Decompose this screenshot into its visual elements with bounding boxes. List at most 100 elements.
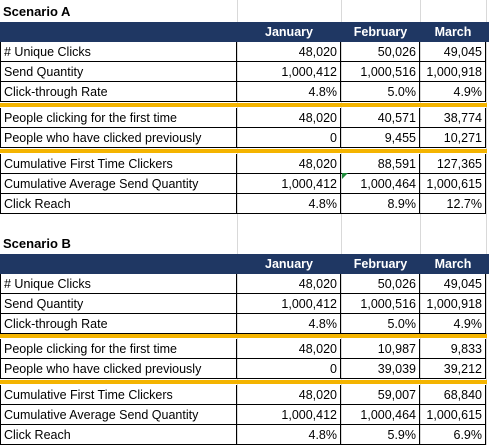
row-label[interactable]: People who have clicked previously (0, 359, 237, 379)
row-label[interactable]: Click Reach (0, 425, 237, 445)
cell-january[interactable]: 1,000,412 (237, 62, 341, 82)
cell-january[interactable]: 1,000,412 (237, 174, 341, 194)
cell-february[interactable]: 8.9% (341, 194, 420, 214)
scenario-a-separator-2 (0, 149, 487, 153)
header-january[interactable]: January (265, 25, 313, 39)
cell-february[interactable]: 50,026 (341, 274, 420, 294)
header-march[interactable]: March (434, 257, 472, 271)
cell-february[interactable]: 1,000,464 (341, 174, 420, 194)
row-label[interactable]: People who have clicked previously (0, 128, 237, 148)
cell-february[interactable]: 1,000,516 (341, 294, 420, 314)
scenario-a-header: January February March (0, 22, 489, 42)
cell-march[interactable]: 127,365 (420, 154, 486, 174)
header-february[interactable]: February (353, 257, 408, 271)
row-label[interactable]: Send Quantity (0, 62, 237, 82)
cell-february[interactable]: 5.0% (341, 82, 420, 102)
row-label[interactable]: Click-through Rate (0, 314, 237, 334)
cell-january[interactable]: 4.8% (237, 314, 341, 334)
cell-january[interactable]: 48,020 (237, 42, 341, 62)
cell-january[interactable]: 48,020 (237, 339, 341, 359)
cell-january[interactable]: 48,020 (237, 154, 341, 174)
row-label[interactable]: Cumulative First Time Clickers (0, 154, 237, 174)
cell-march[interactable]: 4.9% (420, 82, 486, 102)
table-row: Send Quantity 1,000,412 1,000,516 1,000,918 (0, 62, 489, 82)
header-march[interactable]: March (434, 25, 472, 39)
row-label[interactable]: Cumulative Average Send Quantity (0, 174, 237, 194)
row-label[interactable]: Cumulative First Time Clickers (0, 385, 237, 405)
cell-january[interactable]: 1,000,412 (237, 405, 341, 425)
cell-march[interactable]: 68,840 (420, 385, 486, 405)
error-indicator-icon (342, 173, 348, 179)
scenario-b-separator-1 (0, 334, 487, 338)
cell-february[interactable]: 88,591 (341, 154, 420, 174)
table-row: Cumulative Average Send Quantity 1,000,41… (0, 405, 489, 425)
cell-january[interactable]: 48,020 (237, 108, 341, 128)
table-row: Cumulative Average Send Quantity 1,000,41… (0, 174, 489, 194)
scenario-b-title-row: Scenario B (0, 234, 489, 254)
table-row: # Unique Clicks 48,020 50,026 49,045 (0, 274, 489, 294)
cell-march[interactable]: 9,833 (420, 339, 486, 359)
header-february[interactable]: February (353, 25, 408, 39)
cell-march[interactable]: 12.7% (420, 194, 486, 214)
scenario-b-title[interactable]: Scenario B (3, 236, 71, 251)
table-row: Click Reach 4.8% 8.9% 12.7% (0, 194, 489, 214)
cell-january[interactable]: 48,020 (237, 385, 341, 405)
row-label[interactable]: Click Reach (0, 194, 237, 214)
cell-february[interactable]: 1,000,516 (341, 62, 420, 82)
table-row: Send Quantity 1,000,412 1,000,516 1,000,918 (0, 294, 489, 314)
header-blank-cell[interactable] (0, 254, 237, 274)
cell-february[interactable]: 59,007 (341, 385, 420, 405)
cell-january[interactable]: 4.8% (237, 82, 341, 102)
cell-january[interactable]: 0 (237, 359, 341, 379)
row-label[interactable]: # Unique Clicks (0, 274, 237, 294)
cell-february[interactable]: 50,026 (341, 42, 420, 62)
table-row: Click Reach 4.8% 5.9% 6.9% (0, 425, 489, 445)
cell-february[interactable]: 5.9% (341, 425, 420, 445)
scenario-a-title-row: Scenario A (0, 2, 489, 22)
cell-january[interactable]: 1,000,412 (237, 294, 341, 314)
scenario-a-separator-1 (0, 103, 487, 107)
cell-january[interactable]: 0 (237, 128, 341, 148)
cell-march[interactable]: 39,212 (420, 359, 486, 379)
row-label[interactable]: Cumulative Average Send Quantity (0, 405, 237, 425)
table-row: Click-through Rate 4.8% 5.0% 4.9% (0, 82, 489, 102)
table-row: People who have clicked previously 0 9,455… (0, 128, 489, 148)
cell-march[interactable]: 10,271 (420, 128, 486, 148)
cell-march[interactable]: 49,045 (420, 42, 486, 62)
cell-february[interactable]: 40,571 (341, 108, 420, 128)
header-january[interactable]: January (265, 257, 313, 271)
scenario-a-title[interactable]: Scenario A (3, 4, 71, 19)
cell-march[interactable]: 1,000,918 (420, 62, 486, 82)
table-row: People who have clicked previously 0 39,03… (0, 359, 489, 379)
table-row: # Unique Clicks 48,020 50,026 49,045 (0, 42, 489, 62)
table-row: Click-through Rate 4.8% 5.0% 4.9% (0, 314, 489, 334)
row-label[interactable]: People clicking for the first time (0, 339, 237, 359)
scenario-b-separator-2 (0, 380, 487, 384)
cell-february[interactable]: 9,455 (341, 128, 420, 148)
table-row: Cumulative First Time Clickers 48,020 59,0… (0, 385, 489, 405)
table-row: People clicking for the first time 48,020… (0, 108, 489, 128)
cell-february[interactable]: 39,039 (341, 359, 420, 379)
cell-january[interactable]: 48,020 (237, 274, 341, 294)
row-label[interactable]: Send Quantity (0, 294, 237, 314)
table-row: Cumulative First Time Clickers 48,020 88,5… (0, 154, 489, 174)
header-blank-cell[interactable] (0, 22, 237, 42)
cell-march[interactable]: 1,000,918 (420, 294, 486, 314)
cell-march[interactable]: 49,045 (420, 274, 486, 294)
cell-march[interactable]: 4.9% (420, 314, 486, 334)
table-row: People clicking for the first time 48,020… (0, 339, 489, 359)
cell-march[interactable]: 6.9% (420, 425, 486, 445)
row-label[interactable]: People clicking for the first time (0, 108, 237, 128)
cell-january[interactable]: 4.8% (237, 425, 341, 445)
scenario-b-header: January February March (0, 254, 489, 274)
cell-march[interactable]: 1,000,615 (420, 405, 486, 425)
row-label[interactable]: Click-through Rate (0, 82, 237, 102)
cell-march[interactable]: 1,000,615 (420, 174, 486, 194)
cell-february[interactable]: 5.0% (341, 314, 420, 334)
cell-february[interactable]: 1,000,464 (341, 405, 420, 425)
cell-february[interactable]: 10,987 (341, 339, 420, 359)
row-label[interactable]: # Unique Clicks (0, 42, 237, 62)
cell-march[interactable]: 38,774 (420, 108, 486, 128)
cell-january[interactable]: 4.8% (237, 194, 341, 214)
